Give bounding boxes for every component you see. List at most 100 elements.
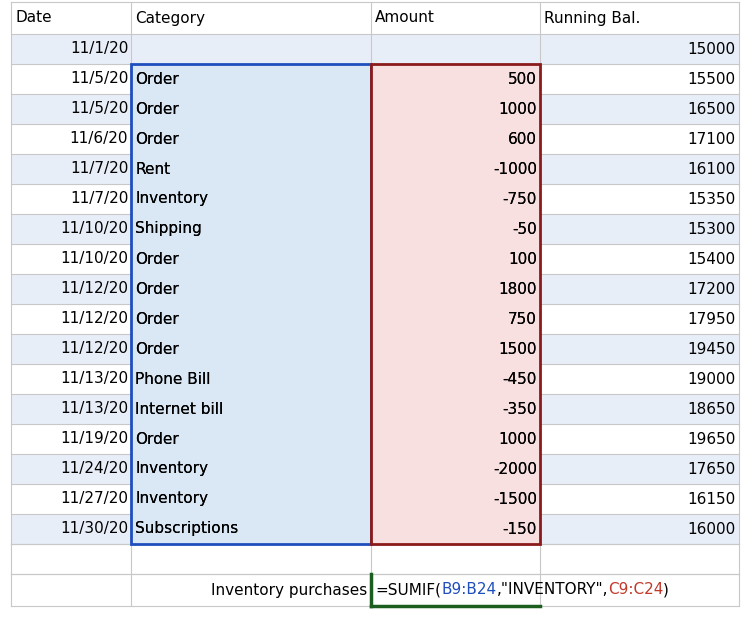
Text: 100: 100 bbox=[509, 252, 537, 266]
Text: Order: Order bbox=[135, 431, 179, 447]
Text: 11/12/20: 11/12/20 bbox=[60, 312, 128, 326]
Text: =SUMIF(: =SUMIF( bbox=[375, 582, 441, 598]
Text: 11/13/20: 11/13/20 bbox=[60, 371, 128, 387]
Text: -350: -350 bbox=[503, 401, 537, 417]
Text: Phone Bill: Phone Bill bbox=[135, 371, 211, 387]
Text: 11/7/20: 11/7/20 bbox=[70, 191, 128, 207]
Text: 17100: 17100 bbox=[688, 131, 736, 147]
Bar bbox=[11, 544, 739, 574]
Text: Order: Order bbox=[135, 131, 179, 147]
Bar bbox=[11, 64, 739, 94]
Bar bbox=[371, 64, 540, 544]
Text: 11/12/20: 11/12/20 bbox=[60, 342, 128, 356]
Text: -350: -350 bbox=[503, 401, 537, 417]
Bar bbox=[11, 424, 739, 454]
Bar bbox=[11, 574, 739, 606]
Text: Rent: Rent bbox=[135, 161, 170, 177]
Text: 16500: 16500 bbox=[688, 102, 736, 116]
Text: 1000: 1000 bbox=[499, 102, 537, 116]
Text: Inventory: Inventory bbox=[135, 191, 209, 207]
Text: Order: Order bbox=[135, 431, 179, 447]
Text: Date: Date bbox=[15, 10, 52, 26]
Bar bbox=[11, 124, 739, 154]
Text: -1500: -1500 bbox=[493, 492, 537, 506]
Text: 750: 750 bbox=[509, 312, 537, 326]
Text: Rent: Rent bbox=[135, 161, 170, 177]
Text: 1500: 1500 bbox=[499, 342, 537, 356]
Text: Subscriptions: Subscriptions bbox=[135, 522, 238, 536]
Text: -750: -750 bbox=[503, 191, 537, 207]
Text: 17650: 17650 bbox=[688, 461, 736, 477]
Text: 19000: 19000 bbox=[688, 371, 736, 387]
Text: 16100: 16100 bbox=[688, 161, 736, 177]
Text: Inventory: Inventory bbox=[135, 492, 209, 506]
Bar bbox=[11, 184, 739, 214]
Text: -1000: -1000 bbox=[493, 161, 537, 177]
Text: 11/10/20: 11/10/20 bbox=[60, 252, 128, 266]
Text: 750: 750 bbox=[509, 312, 537, 326]
Text: -50: -50 bbox=[512, 221, 537, 237]
Text: 18650: 18650 bbox=[688, 401, 736, 417]
Text: Shipping: Shipping bbox=[135, 221, 202, 237]
Text: 1800: 1800 bbox=[499, 282, 537, 296]
Text: -450: -450 bbox=[503, 371, 537, 387]
Text: 17200: 17200 bbox=[688, 282, 736, 296]
Text: Order: Order bbox=[135, 342, 179, 356]
Text: Order: Order bbox=[135, 312, 179, 326]
Text: 11/6/20: 11/6/20 bbox=[70, 131, 128, 147]
Text: 19450: 19450 bbox=[688, 342, 736, 356]
Text: Subscriptions: Subscriptions bbox=[135, 522, 238, 536]
Bar bbox=[11, 274, 739, 304]
Text: Order: Order bbox=[135, 131, 179, 147]
Bar bbox=[11, 214, 739, 244]
Bar bbox=[11, 154, 739, 184]
Text: Order: Order bbox=[135, 72, 179, 86]
Text: Order: Order bbox=[135, 342, 179, 356]
Text: 11/5/20: 11/5/20 bbox=[70, 72, 128, 86]
Text: 100: 100 bbox=[509, 252, 537, 266]
Text: 11/30/20: 11/30/20 bbox=[60, 522, 128, 536]
Bar bbox=[11, 34, 739, 64]
Text: Inventory: Inventory bbox=[135, 191, 209, 207]
Text: -150: -150 bbox=[503, 522, 537, 536]
Text: 11/5/20: 11/5/20 bbox=[70, 102, 128, 116]
Text: 19650: 19650 bbox=[687, 431, 736, 447]
Text: Inventory: Inventory bbox=[135, 461, 209, 477]
Text: C9:C24: C9:C24 bbox=[608, 582, 663, 598]
Text: 1000: 1000 bbox=[499, 431, 537, 447]
Text: 11/1/20: 11/1/20 bbox=[70, 42, 128, 56]
Text: Shipping: Shipping bbox=[135, 221, 202, 237]
Text: 1000: 1000 bbox=[499, 431, 537, 447]
Text: Internet bill: Internet bill bbox=[135, 401, 224, 417]
Text: -2000: -2000 bbox=[493, 461, 537, 477]
Text: 15000: 15000 bbox=[688, 42, 736, 56]
Text: 600: 600 bbox=[508, 131, 537, 147]
Text: Inventory: Inventory bbox=[135, 461, 209, 477]
Bar bbox=[11, 484, 739, 514]
Text: Order: Order bbox=[135, 252, 179, 266]
Text: Phone Bill: Phone Bill bbox=[135, 371, 211, 387]
Text: Order: Order bbox=[135, 102, 179, 116]
Text: B9:B24: B9:B24 bbox=[441, 582, 497, 598]
Text: 15400: 15400 bbox=[688, 252, 736, 266]
Text: -450: -450 bbox=[503, 371, 537, 387]
Bar bbox=[11, 334, 739, 364]
Text: 15350: 15350 bbox=[688, 191, 736, 207]
Text: ): ) bbox=[663, 582, 669, 598]
Bar bbox=[11, 94, 739, 124]
Text: 17950: 17950 bbox=[688, 312, 736, 326]
Text: Running Bal.: Running Bal. bbox=[544, 10, 640, 26]
Text: 1000: 1000 bbox=[499, 102, 537, 116]
Bar bbox=[11, 2, 739, 34]
Text: 11/12/20: 11/12/20 bbox=[60, 282, 128, 296]
Text: -2000: -2000 bbox=[493, 461, 537, 477]
Text: 11/7/20: 11/7/20 bbox=[70, 161, 128, 177]
Text: -750: -750 bbox=[503, 191, 537, 207]
Text: -1500: -1500 bbox=[493, 492, 537, 506]
Bar bbox=[11, 304, 739, 334]
Text: Order: Order bbox=[135, 252, 179, 266]
Text: 11/13/20: 11/13/20 bbox=[60, 401, 128, 417]
Bar bbox=[11, 364, 739, 394]
Bar bbox=[11, 514, 739, 544]
Text: 1500: 1500 bbox=[499, 342, 537, 356]
